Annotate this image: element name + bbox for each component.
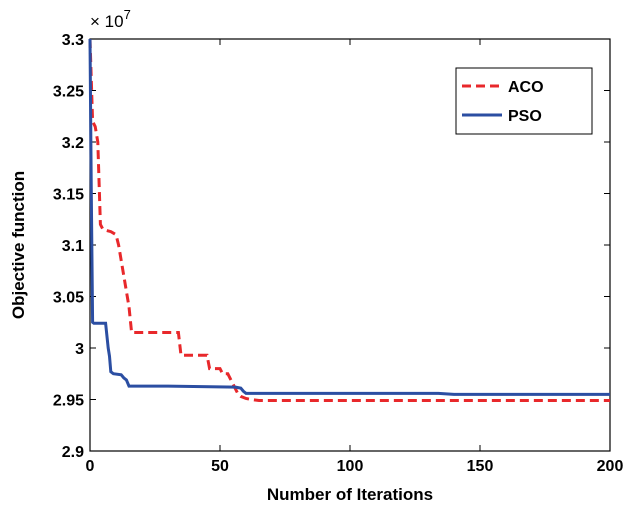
x-tick-label: 0 <box>86 458 95 475</box>
y-tick-label: 3.05 <box>53 290 84 307</box>
legend-label-aco: ACO <box>508 79 544 96</box>
y-tick-label: 3.3 <box>62 32 84 49</box>
x-axis-label: Number of Iterations <box>267 485 433 504</box>
y-axis-label: Objective function <box>9 171 28 319</box>
x-tick-label: 100 <box>337 458 364 475</box>
y-axis: 2.9 2.95 3 3.05 3.1 3.15 3.2 3.25 3.3 <box>53 32 610 461</box>
y-tick-label: 2.9 <box>62 444 84 461</box>
legend-box <box>455 67 593 135</box>
y-tick-label: 2.95 <box>53 393 84 410</box>
y-tick-label: 3 <box>75 341 84 358</box>
y-exponent-label: × 107 <box>90 7 131 31</box>
y-tick-label: 3.2 <box>62 135 84 152</box>
y-tick-label: 3.15 <box>53 187 84 204</box>
x-tick-label: 150 <box>467 458 494 475</box>
x-tick-label: 50 <box>211 458 229 475</box>
x-tick-label: 200 <box>597 458 624 475</box>
series-line-pso <box>88 38 610 396</box>
legend-label-pso: PSO <box>508 108 542 125</box>
y-tick-label: 3.1 <box>62 238 84 255</box>
y-tick-label: 3.25 <box>53 84 84 101</box>
x-axis: 0 50 100 150 200 <box>86 39 624 475</box>
legend: ACO PSO <box>455 67 593 135</box>
series-layer <box>88 38 610 403</box>
series-line-aco <box>88 38 610 403</box>
